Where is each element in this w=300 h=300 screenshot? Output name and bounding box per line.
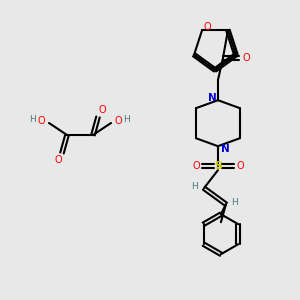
Text: O: O xyxy=(114,116,122,126)
Text: H: H xyxy=(232,198,238,207)
Text: H: H xyxy=(192,182,198,191)
Text: H: H xyxy=(123,115,129,124)
Text: O: O xyxy=(98,105,106,115)
Text: N: N xyxy=(208,93,216,103)
Text: O: O xyxy=(203,22,211,32)
Text: N: N xyxy=(220,144,229,154)
Text: O: O xyxy=(37,116,45,126)
Text: S: S xyxy=(214,161,222,171)
Text: H: H xyxy=(30,115,36,124)
Text: O: O xyxy=(236,161,244,171)
Text: O: O xyxy=(192,161,200,171)
Text: O: O xyxy=(54,155,62,165)
Text: O: O xyxy=(242,53,250,63)
